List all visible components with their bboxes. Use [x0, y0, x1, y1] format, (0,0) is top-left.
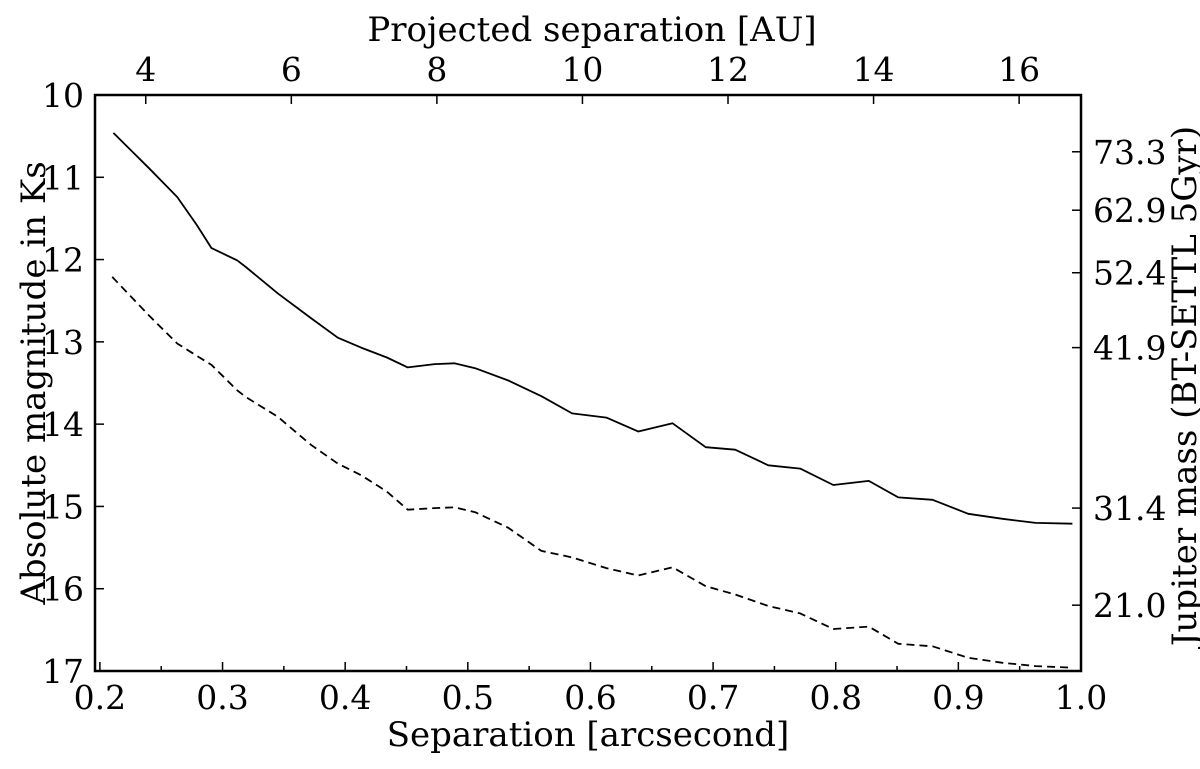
right-tick-label: 31.4	[1093, 489, 1166, 528]
left-tick-label: 10	[42, 76, 84, 115]
bottom-tick-label: 0.8	[809, 678, 861, 717]
top-tick-label: 14	[853, 50, 895, 89]
bottom-tick-label: 0.7	[687, 678, 739, 717]
right-tick-label: 62.9	[1093, 191, 1166, 230]
curves-layer	[111, 132, 1073, 669]
left-tick-label: 17	[42, 652, 84, 691]
top-tick-label: 12	[707, 50, 749, 89]
dashed-line-curve	[111, 276, 1073, 669]
top-tick-label: 10	[561, 50, 603, 89]
right-axis-title: Jupiter mass (BT-SETTL 5Gyr)	[1165, 126, 1200, 649]
top-axis-title: Projected separation [AU]	[367, 10, 816, 50]
right-tick-label: 52.4	[1093, 254, 1166, 293]
right-tick-label: 41.9	[1093, 329, 1166, 368]
left-axis-title: Absolute magnitude in Ks	[14, 161, 54, 605]
bottom-tick-label: 0.5	[442, 678, 494, 717]
left-tick-label: 12	[42, 241, 84, 280]
bottom-tick-label: 1.0	[1055, 678, 1107, 717]
top-tick-label: 16	[998, 50, 1040, 89]
bottom-tick-label: 0.6	[564, 678, 616, 717]
top-tick-label: 8	[426, 50, 447, 89]
bottom-tick-label: 0.2	[74, 678, 126, 717]
left-tick-label: 13	[42, 323, 84, 362]
bottom-tick-label: 0.4	[319, 678, 371, 717]
right-tick-label: 73.3	[1093, 133, 1166, 172]
bottom-axis-title: Separation [arcsecond]	[387, 715, 790, 755]
left-tick-label: 15	[42, 487, 84, 526]
plot-border	[93, 93, 1083, 673]
solid-line-curve	[112, 132, 1073, 525]
bottom-tick-label: 0.9	[932, 678, 984, 717]
left-tick-label: 11	[42, 158, 84, 197]
right-tick-label: 21.0	[1093, 586, 1166, 625]
left-tick-label: 16	[42, 570, 84, 609]
axis-ticks-layer	[95, 94, 1082, 672]
tick-labels-layer: 0.2 0.3 0.4 0.5 0.6 0.7 0.8 0.9 1.0 4 6 8 10 12 14 16 10…	[42, 50, 1166, 717]
top-tick-label: 6	[281, 50, 302, 89]
left-tick-label: 14	[42, 405, 84, 444]
top-tick-label: 4	[135, 50, 156, 89]
bottom-tick-label: 0.3	[196, 678, 248, 717]
